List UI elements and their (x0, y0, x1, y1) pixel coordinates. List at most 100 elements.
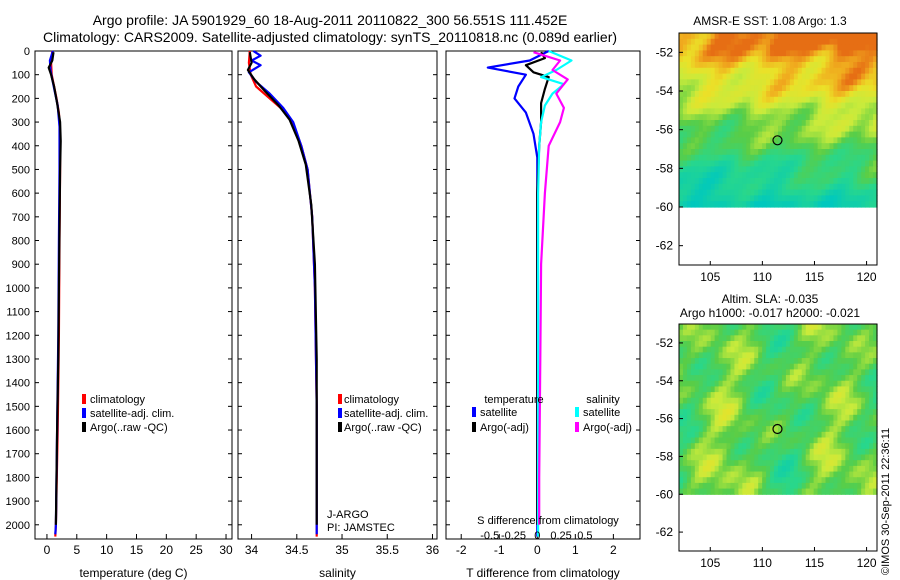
sla-map-cell (738, 386, 743, 393)
sst-map-cell (825, 137, 831, 144)
sst-map-cell (758, 73, 763, 80)
sst-map-cell (682, 125, 688, 133)
sla-map-cell (809, 341, 815, 348)
sla-map-cell (797, 346, 803, 353)
sla-map-cell (722, 454, 728, 461)
sst-map-cell (857, 38, 862, 46)
sst-map-cell (841, 96, 846, 104)
sst-map-cell (861, 67, 866, 75)
sla-map-cell (706, 488, 712, 495)
sla-map-cell (817, 448, 823, 456)
sst-map-cell (754, 131, 759, 138)
sst-map-cell (789, 137, 795, 144)
sst-map-cell (833, 137, 838, 144)
sla-map-cell (722, 352, 728, 359)
sst-map-cell (865, 96, 870, 104)
sla-map-cell (781, 329, 787, 336)
sla-map-cell (841, 386, 846, 393)
sst-map-cell (825, 44, 831, 51)
sst-map-cell (750, 125, 755, 133)
sla-map-cell (841, 403, 846, 410)
sst-map-cell (829, 56, 835, 63)
sla-map-cell (873, 465, 878, 473)
sla-map-cell (710, 358, 716, 365)
sla-map-cell (778, 403, 783, 410)
sla-map-cell (809, 460, 815, 467)
sla-map-cell (679, 363, 684, 370)
sst-map-cell (698, 38, 704, 46)
sst-map-cell (774, 189, 779, 196)
sla-map-cell (865, 471, 870, 478)
sst-map-cell (730, 44, 736, 51)
sla-map-cell (817, 397, 823, 405)
sst-map-cell (738, 38, 743, 46)
sla-map-cell (746, 448, 751, 456)
sla-map-cell (853, 335, 858, 342)
sla-map-cell (758, 352, 763, 359)
sla-map-cell (770, 471, 775, 478)
sst-map-cell (766, 166, 771, 173)
sst-map-cell (801, 102, 807, 109)
sst-map-cell (853, 149, 858, 156)
sst-map-cell (734, 114, 739, 121)
sla-map-cell (849, 431, 854, 439)
sst-map-cell (873, 189, 878, 196)
sla-map-cell (785, 403, 791, 410)
sst-map-cell (781, 154, 787, 162)
sla-map-cell (805, 431, 811, 439)
sla-map-cell (698, 437, 704, 444)
sla-map-cell (722, 448, 728, 456)
sla-map-cell (793, 397, 799, 405)
sla-map-cell (679, 431, 684, 439)
sst-map-cell (698, 79, 704, 86)
sla-map-cell (817, 488, 823, 495)
sla-map-cell (825, 488, 831, 495)
sst-map-cell (797, 85, 803, 92)
sst-map-cell (809, 166, 815, 173)
sst-map-cell (841, 183, 846, 191)
sla-map-cell (714, 346, 720, 353)
sst-map-cell (825, 56, 831, 63)
sla-map-x-tick-label: 110 (753, 556, 772, 570)
sst-map-cell (825, 201, 831, 208)
sst-map-cell (817, 67, 823, 75)
sla-map-cell (690, 448, 696, 456)
sla-map-cell (853, 392, 858, 399)
sst-map-cell (873, 44, 878, 51)
sst-map-cell (865, 62, 870, 69)
sst-map-cell (809, 33, 815, 40)
sla-map-cell (793, 352, 799, 359)
sst-map-cell (706, 172, 712, 179)
sst-map-cell (873, 160, 878, 167)
sla-map-cell (738, 420, 743, 427)
sla-map-cell (785, 375, 791, 382)
sst-map-cell (778, 189, 783, 196)
sla-map-cell (690, 454, 696, 461)
sst-map-cell (817, 44, 823, 51)
sst-map-cell (758, 67, 763, 75)
sst-map-cell (702, 73, 708, 80)
sst-map-cell (801, 67, 807, 75)
sla-map-cell (690, 369, 696, 376)
sla-map-cell (833, 397, 838, 405)
sla-map-cell (809, 397, 815, 405)
sst-map-cell (861, 201, 866, 208)
sla-map-cell (706, 465, 712, 473)
sla-map-cell (813, 375, 819, 382)
sst-map-cell (813, 38, 819, 46)
sst-map-title: AMSR-E SST: 1.08 Argo: 1.3 (693, 14, 847, 28)
sst-map-cell (805, 44, 811, 51)
sla-map-cell (698, 414, 704, 422)
sla-map-cell (805, 414, 811, 422)
sst-map-cell (857, 91, 862, 98)
sla-map-cell (821, 352, 827, 359)
sla-map-cell (821, 420, 827, 427)
sla-map-cell (690, 358, 696, 365)
sla-map-cell (714, 409, 720, 416)
sla-map-cell (758, 471, 763, 478)
sla-map-title-2: Argo h1000: -0.017 h2000: -0.021 (679, 306, 861, 320)
sla-map-cell (714, 358, 720, 365)
sla-map-cell (797, 465, 803, 473)
sla-map-cell (813, 431, 819, 439)
sla-map-cell (793, 369, 799, 376)
